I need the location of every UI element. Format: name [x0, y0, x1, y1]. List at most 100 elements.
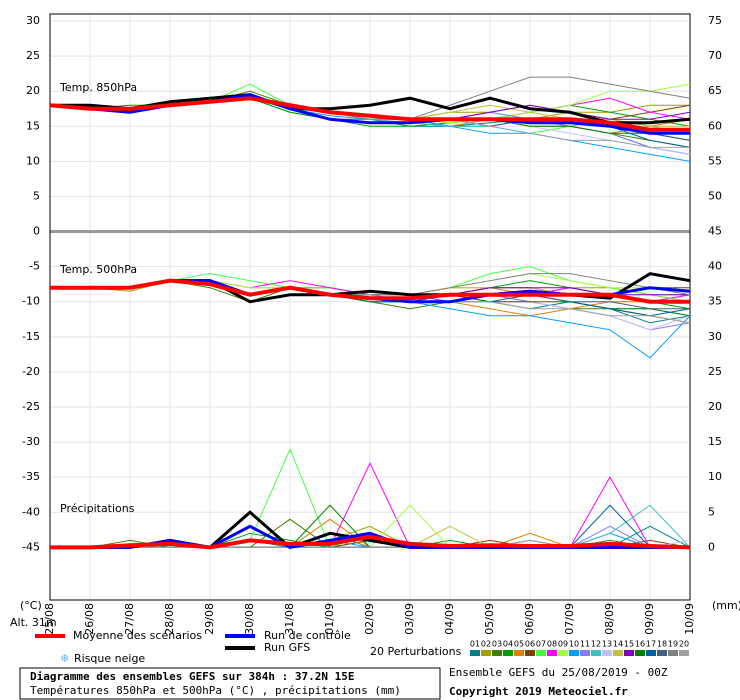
y-tick-label: -40: [22, 505, 40, 518]
legend-label: Moyenne des scénarios: [73, 629, 202, 642]
member-swatch: [591, 650, 601, 656]
x-tick-label: 01/09: [323, 603, 336, 635]
member-swatch: [481, 650, 491, 656]
member-label: 14: [613, 640, 623, 649]
x-tick-label: 10/09: [683, 603, 696, 635]
snow-icon: ❄: [60, 652, 69, 665]
member-swatch: [514, 650, 524, 656]
y-tick-label: 30: [26, 14, 40, 27]
member-swatch: [470, 650, 480, 656]
x-tick-label: 26/08: [83, 603, 96, 635]
member-label: 12: [591, 640, 601, 649]
series-line: [50, 93, 691, 125]
y2-tick-label: 60: [708, 119, 722, 132]
y-tick-label: 0: [33, 225, 40, 238]
member-swatch: [503, 650, 513, 656]
y2-tick-label: 10: [708, 470, 722, 483]
y2-tick-label: 40: [708, 260, 722, 273]
member-label: 05: [514, 640, 524, 649]
member-swatch: [558, 650, 568, 656]
y2-tick-label: 50: [708, 189, 722, 202]
member-swatch: [492, 650, 502, 656]
x-tick-label: 03/09: [403, 603, 416, 635]
member-label: 18: [657, 640, 667, 649]
member-label: 02: [481, 640, 491, 649]
member-swatch: [657, 650, 667, 656]
y-tick-label: 20: [26, 84, 40, 97]
member-swatch: [602, 650, 612, 656]
y-tick-label: -30: [22, 435, 40, 448]
y-tick-label: -45: [22, 540, 40, 553]
x-tick-label: 07/09: [563, 603, 576, 635]
chart-subtitle: Températures 850hPa et 500hPa (°C) , pré…: [30, 684, 401, 697]
x-tick-label: 25/08: [43, 603, 56, 635]
x-tick-label: 04/09: [443, 603, 456, 635]
y2-tick-label: 35: [708, 295, 722, 308]
run-info: Ensemble GEFS du 25/08/2019 - 00Z: [449, 666, 668, 679]
member-swatch: [580, 650, 590, 656]
x-tick-label: 05/09: [483, 603, 496, 635]
y-tick-label: -5: [29, 260, 40, 273]
y2-tick-label: 65: [708, 84, 722, 97]
member-swatch: [624, 650, 634, 656]
x-tick-label: 31/08: [283, 603, 296, 635]
series-line: [50, 278, 690, 304]
y2-tick-label: 15: [708, 435, 722, 448]
member-label: 15: [624, 640, 634, 649]
y-tick-label: 15: [26, 119, 40, 132]
series-line: [50, 534, 691, 550]
y-tick-label: 25: [26, 49, 40, 62]
y2-tick-label: 5: [708, 505, 715, 518]
member-swatch: [536, 650, 546, 656]
x-tick-label: 06/09: [523, 603, 536, 635]
y-tick-label: -35: [22, 470, 40, 483]
x-tick-label: 02/09: [363, 603, 376, 635]
member-swatch: [668, 650, 678, 656]
y2-tick-label: 0: [708, 540, 715, 553]
member-label: 08: [547, 640, 557, 649]
member-swatch: [635, 650, 645, 656]
y2-tick-label: 25: [708, 365, 722, 378]
panel-label: Temp. 500hPa: [59, 263, 137, 276]
x-tick-label: 09/09: [643, 603, 656, 635]
y-tick-label: 10: [26, 154, 40, 167]
y-tick-label: -20: [22, 365, 40, 378]
member-label: 09: [558, 640, 568, 649]
member-swatch: [679, 650, 689, 656]
x-tick-label: 29/08: [203, 603, 216, 635]
y2-axis-label: (mm): [712, 599, 740, 612]
member-label: 01: [470, 640, 480, 649]
member-label: 16: [635, 640, 645, 649]
member-swatch: [547, 650, 557, 656]
member-label: 17: [646, 640, 656, 649]
plot-frame: [49, 13, 691, 601]
x-tick-label: 28/08: [163, 603, 176, 635]
y-tick-label: -10: [22, 295, 40, 308]
copyright: Copyright 2019 Meteociel.fr: [449, 685, 628, 698]
snow-legend: Risque neige: [74, 652, 145, 665]
y2-tick-label: 70: [708, 49, 722, 62]
y-axis-label: (°C): [20, 599, 42, 612]
member-label: 10: [569, 640, 579, 649]
perturbations-title: 20 Perturbations: [370, 645, 462, 658]
y2-tick-label: 45: [708, 225, 722, 238]
member-swatch: [646, 650, 656, 656]
member-label: 04: [503, 640, 513, 649]
panel-label: Temp. 850hPa: [59, 81, 137, 94]
member-label: 19: [668, 640, 678, 649]
member-swatch: [569, 650, 579, 656]
y2-tick-label: 30: [708, 330, 722, 343]
title-box: [19, 667, 441, 700]
y-tick-label: 5: [33, 189, 40, 202]
panel-label: Précipitations: [60, 502, 135, 515]
y-tick-label: -25: [22, 400, 40, 413]
member-label: 11: [580, 640, 590, 649]
member-label: 03: [492, 640, 502, 649]
altitude: Alt. 31m: [10, 616, 57, 629]
legend-label: Run GFS: [264, 641, 310, 654]
member-label: 20: [679, 640, 689, 649]
member-swatch: [525, 650, 535, 656]
x-tick-label: 08/09: [603, 603, 616, 635]
chart-title: Diagramme des ensembles GEFS sur 384h : …: [30, 670, 355, 683]
legend-label: Run de contrôle: [264, 629, 351, 642]
